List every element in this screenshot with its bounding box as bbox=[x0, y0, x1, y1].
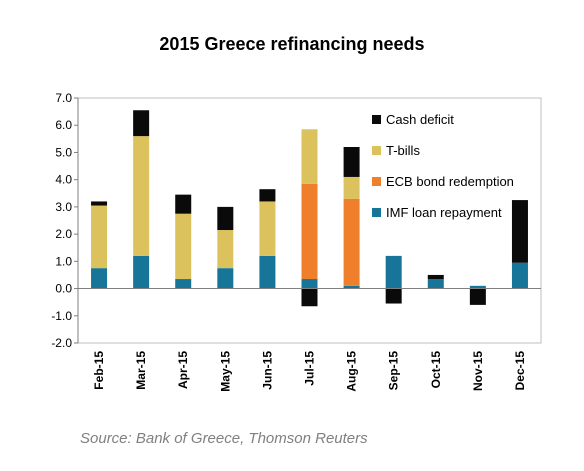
y-tick-label: 1.0 bbox=[55, 254, 72, 268]
legend-label-ecb-bond-redemption: ECB bond redemption bbox=[386, 174, 514, 189]
bar-cash-deficit bbox=[343, 147, 360, 177]
chart-source: Source: Bank of Greece, Thomson Reuters bbox=[80, 430, 368, 447]
bar-imf-loan-repayment bbox=[511, 262, 528, 289]
y-tick-label: 4.0 bbox=[55, 173, 72, 187]
x-category-label: Nov-15 bbox=[471, 351, 485, 391]
bar-t-bills bbox=[343, 176, 360, 199]
bar-imf-loan-repayment bbox=[259, 255, 276, 289]
bar-cash-deficit bbox=[217, 206, 234, 231]
chart-title: 2015 Greece refinancing needs bbox=[159, 34, 425, 54]
legend-swatch-t-bills bbox=[372, 146, 381, 155]
bar-imf-loan-repayment bbox=[133, 255, 150, 289]
x-category-label: Jul-15 bbox=[303, 351, 317, 386]
bar-imf-loan-repayment bbox=[91, 268, 108, 289]
legend-swatch-imf-loan-repayment bbox=[372, 208, 381, 217]
legend-label-imf-loan-repayment: IMF loan repayment bbox=[386, 205, 502, 220]
bar-imf-loan-repayment bbox=[175, 279, 192, 289]
y-tick-label: 7.0 bbox=[55, 91, 72, 105]
bar-imf-loan-repayment bbox=[217, 268, 234, 289]
y-tick-label: -2.0 bbox=[51, 336, 72, 350]
x-category-label: Apr-15 bbox=[176, 351, 190, 389]
x-category-label: Feb-15 bbox=[92, 351, 106, 390]
y-tick-label: 3.0 bbox=[55, 200, 72, 214]
bar-t-bills bbox=[175, 213, 192, 280]
bar-cash-deficit bbox=[427, 274, 444, 280]
x-category-label: Oct-15 bbox=[429, 351, 443, 389]
bar-ecb-bond-redemption bbox=[301, 183, 318, 280]
bar-imf-loan-repayment bbox=[469, 285, 486, 289]
bar-t-bills bbox=[91, 205, 108, 269]
x-category-label: Mar-15 bbox=[134, 351, 148, 390]
y-tick-label: 2.0 bbox=[55, 227, 72, 241]
x-category-label: Dec-15 bbox=[513, 351, 527, 391]
bar-imf-loan-repayment bbox=[301, 279, 318, 289]
bar-imf-loan-repayment bbox=[427, 279, 444, 289]
legend-swatch-ecb-bond-redemption bbox=[372, 177, 381, 186]
bar-imf-loan-repayment bbox=[343, 285, 360, 289]
x-category-label: Aug-15 bbox=[345, 351, 359, 392]
y-tick-label: 5.0 bbox=[55, 145, 72, 159]
bar-cash-deficit bbox=[301, 288, 318, 307]
bar-ecb-bond-redemption bbox=[343, 198, 360, 286]
x-category-label: May-15 bbox=[218, 351, 232, 392]
bar-cash-deficit bbox=[175, 194, 192, 214]
bar-t-bills bbox=[217, 230, 234, 269]
bar-t-bills bbox=[133, 136, 150, 256]
bar-t-bills bbox=[301, 129, 318, 184]
bar-cash-deficit bbox=[511, 200, 528, 263]
legend-label-t-bills: T-bills bbox=[386, 143, 420, 158]
bar-cash-deficit bbox=[91, 201, 108, 206]
y-tick-label: 0.0 bbox=[55, 282, 72, 296]
bar-cash-deficit bbox=[385, 288, 402, 304]
bar-cash-deficit bbox=[259, 189, 276, 202]
y-tick-label: 6.0 bbox=[55, 118, 72, 132]
bar-cash-deficit bbox=[469, 288, 486, 305]
bar-t-bills bbox=[259, 201, 276, 256]
legend-label-cash-deficit: Cash deficit bbox=[386, 112, 454, 127]
bar-cash-deficit bbox=[133, 110, 150, 137]
x-category-label: Sep-15 bbox=[387, 351, 401, 391]
y-tick-label: -1.0 bbox=[51, 309, 72, 323]
legend-swatch-cash-deficit bbox=[372, 115, 381, 124]
bar-imf-loan-repayment bbox=[385, 255, 402, 289]
x-category-label: Jun-15 bbox=[260, 351, 274, 390]
